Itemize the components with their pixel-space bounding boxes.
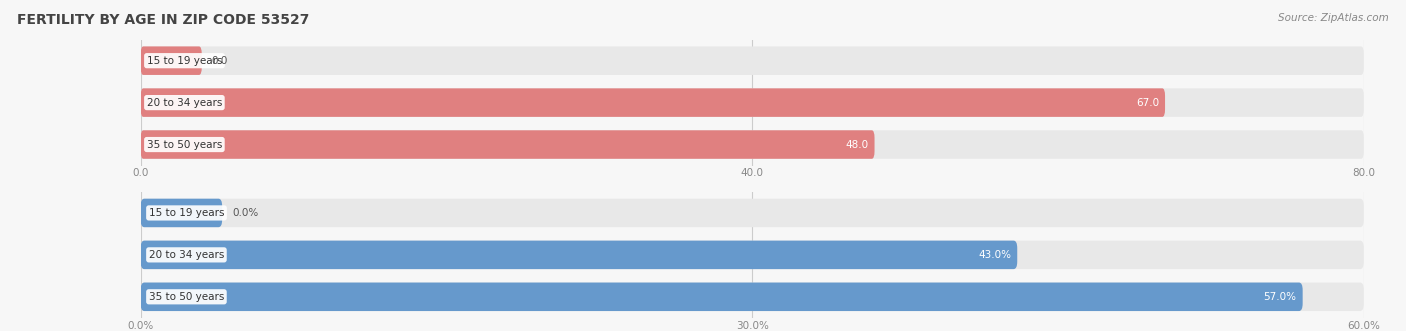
FancyBboxPatch shape <box>141 199 222 227</box>
Text: 15 to 19 years: 15 to 19 years <box>146 56 222 66</box>
FancyBboxPatch shape <box>141 130 1364 159</box>
FancyBboxPatch shape <box>141 88 1364 117</box>
FancyBboxPatch shape <box>141 130 875 159</box>
Text: 35 to 50 years: 35 to 50 years <box>146 140 222 150</box>
Text: FERTILITY BY AGE IN ZIP CODE 53527: FERTILITY BY AGE IN ZIP CODE 53527 <box>17 13 309 27</box>
FancyBboxPatch shape <box>141 46 1364 75</box>
Text: 15 to 19 years: 15 to 19 years <box>149 208 224 218</box>
Text: Source: ZipAtlas.com: Source: ZipAtlas.com <box>1278 13 1389 23</box>
FancyBboxPatch shape <box>141 283 1364 311</box>
Text: 20 to 34 years: 20 to 34 years <box>146 98 222 108</box>
Text: 0.0%: 0.0% <box>232 208 259 218</box>
FancyBboxPatch shape <box>141 88 1166 117</box>
Text: 43.0%: 43.0% <box>979 250 1011 260</box>
Text: 35 to 50 years: 35 to 50 years <box>149 292 224 302</box>
Text: 0.0: 0.0 <box>211 56 228 66</box>
Text: 67.0: 67.0 <box>1136 98 1159 108</box>
FancyBboxPatch shape <box>141 46 202 75</box>
Text: 20 to 34 years: 20 to 34 years <box>149 250 224 260</box>
FancyBboxPatch shape <box>141 241 1018 269</box>
FancyBboxPatch shape <box>141 241 1364 269</box>
Text: 57.0%: 57.0% <box>1264 292 1296 302</box>
FancyBboxPatch shape <box>141 199 1364 227</box>
Text: 48.0: 48.0 <box>845 140 869 150</box>
FancyBboxPatch shape <box>141 283 1302 311</box>
